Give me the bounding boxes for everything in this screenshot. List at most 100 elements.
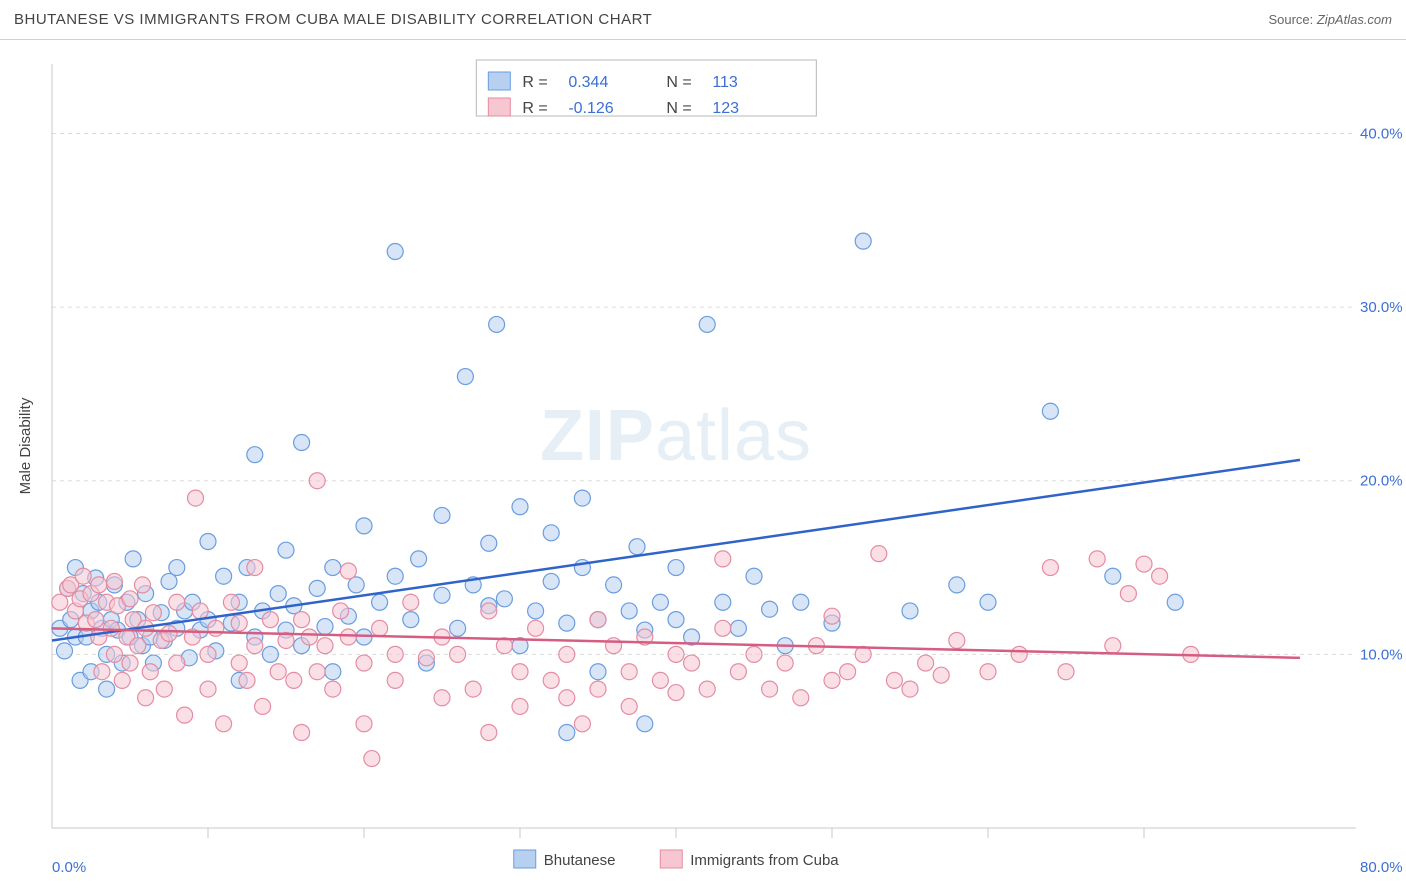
scatter-point [294, 612, 310, 628]
scatter-point [621, 698, 637, 714]
legend-swatch [488, 72, 510, 90]
scatter-point [730, 664, 746, 680]
scatter-point [434, 587, 450, 603]
scatter-point [223, 594, 239, 610]
x-tick-label: 0.0% [52, 859, 86, 876]
scatter-point [122, 655, 138, 671]
scatter-point [239, 672, 255, 688]
scatter-point [88, 612, 104, 628]
scatter-point [543, 672, 559, 688]
scatter-point [169, 560, 185, 576]
legend-swatch [488, 98, 510, 116]
scatter-point [590, 612, 606, 628]
scatter-point [886, 672, 902, 688]
scatter-point [99, 681, 115, 697]
scatter-point [481, 603, 497, 619]
scatter-point [216, 716, 232, 732]
scatter-point [481, 725, 497, 741]
scatter-point [918, 655, 934, 671]
scatter-point [325, 664, 341, 680]
source-prefix: Source: [1268, 12, 1316, 27]
scatter-point [231, 655, 247, 671]
legend-r-label: R = [522, 74, 547, 91]
source-name: ZipAtlas.com [1317, 12, 1392, 27]
scatter-point [200, 681, 216, 697]
scatter-point [434, 507, 450, 523]
scatter-point [489, 316, 505, 332]
bottom-legend-label: Bhutanese [544, 852, 616, 869]
scatter-point [652, 594, 668, 610]
scatter-point [106, 573, 122, 589]
scatter-point [715, 620, 731, 636]
scatter-point [840, 664, 856, 680]
scatter-point [715, 551, 731, 567]
scatter-point [130, 638, 146, 654]
y-tick-label: 10.0% [1360, 646, 1403, 663]
scatter-point [637, 716, 653, 732]
legend-r-value: 0.344 [568, 74, 608, 91]
scatter-point [793, 690, 809, 706]
scatter-point [309, 664, 325, 680]
x-tick-label: 80.0% [1360, 859, 1403, 876]
scatter-point [340, 563, 356, 579]
scatter-point [387, 672, 403, 688]
scatter-point [286, 672, 302, 688]
scatter-point [559, 646, 575, 662]
scatter-point [231, 615, 247, 631]
scatter-point [746, 646, 762, 662]
y-tick-label: 20.0% [1360, 473, 1403, 490]
scatter-point [262, 646, 278, 662]
legend-n-label: N = [666, 74, 691, 91]
scatter-point [793, 594, 809, 610]
scatter-point [1136, 556, 1152, 572]
scatter-point [372, 620, 388, 636]
scatter-point [434, 690, 450, 706]
scatter-point [528, 620, 544, 636]
scatter-point [621, 603, 637, 619]
scatter-point [125, 551, 141, 567]
scatter-point [169, 594, 185, 610]
scatter-point [668, 560, 684, 576]
scatter-point [156, 681, 172, 697]
scatter-point [512, 499, 528, 515]
scatter-point [528, 603, 544, 619]
scatter-point [301, 629, 317, 645]
scatter-point [590, 681, 606, 697]
scatter-point [200, 534, 216, 550]
scatter-point [902, 603, 918, 619]
legend-n-label: N = [666, 100, 691, 117]
scatter-point [106, 646, 122, 662]
scatter-point [94, 664, 110, 680]
scatter-point [824, 608, 840, 624]
scatter-point [559, 615, 575, 631]
scatter-point [114, 672, 130, 688]
scatter-point [325, 560, 341, 576]
scatter-point [122, 591, 138, 607]
scatter-point [621, 664, 637, 680]
scatter-point [387, 568, 403, 584]
scatter-point [200, 646, 216, 662]
scatter-point [208, 620, 224, 636]
scatter-chart-svg: 10.0%20.0%30.0%40.0%0.0%80.0%Male Disabi… [0, 40, 1406, 892]
scatter-point [629, 539, 645, 555]
scatter-point [294, 725, 310, 741]
scatter-point [309, 580, 325, 596]
scatter-point [169, 655, 185, 671]
bottom-legend-swatch [514, 850, 536, 868]
scatter-point [949, 577, 965, 593]
scatter-point [216, 568, 232, 584]
scatter-point [1042, 560, 1058, 576]
scatter-point [270, 586, 286, 602]
scatter-point [684, 655, 700, 671]
scatter-point [668, 685, 684, 701]
bottom-legend-swatch [660, 850, 682, 868]
scatter-point [356, 518, 372, 534]
scatter-point [294, 435, 310, 451]
scatter-point [255, 698, 271, 714]
scatter-point [762, 601, 778, 617]
y-axis-title: Male Disability [17, 397, 34, 494]
legend-n-value: 113 [712, 74, 738, 91]
scatter-point [411, 551, 427, 567]
scatter-point [317, 619, 333, 635]
scatter-point [824, 672, 840, 688]
